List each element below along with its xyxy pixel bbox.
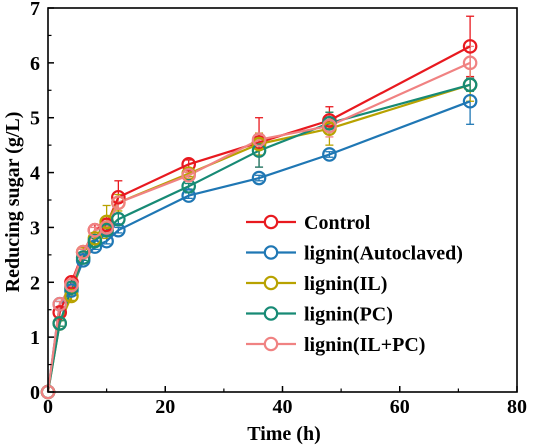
legend-label: lignin(Autoclaved) xyxy=(304,243,463,265)
y-tick-label: 0 xyxy=(30,382,40,404)
series-markers xyxy=(40,39,478,400)
legend-marker xyxy=(263,214,279,230)
data-point xyxy=(52,305,68,320)
data-point xyxy=(75,244,91,260)
y-tick-label: 5 xyxy=(30,108,40,130)
x-tick-label: 80 xyxy=(507,396,527,418)
x-tick-label: 40 xyxy=(273,396,293,418)
data-point xyxy=(181,178,196,194)
y-tick-label: 3 xyxy=(30,217,40,239)
x-axis-title: Time (h) xyxy=(247,423,321,445)
x-tick-label: 0 xyxy=(43,396,53,418)
data-point xyxy=(64,288,79,304)
data-point xyxy=(251,170,267,186)
data-point xyxy=(251,143,267,158)
y-tick-label: 1 xyxy=(30,327,40,349)
data-point xyxy=(251,132,267,147)
legend-marker xyxy=(263,336,279,352)
legend-label: Control xyxy=(304,212,371,234)
legend-label: lignin(PC) xyxy=(304,304,393,326)
data-point xyxy=(99,220,114,235)
data-point xyxy=(181,157,196,172)
data-point xyxy=(181,188,196,203)
y-axis-title: Reducing sugar (g/L) xyxy=(2,112,24,293)
data-point xyxy=(111,195,126,211)
x-tick-label: 20 xyxy=(155,396,175,418)
data-point xyxy=(251,136,267,152)
data-point xyxy=(462,77,478,93)
data-point xyxy=(52,316,68,331)
legend-marker xyxy=(263,245,279,260)
data-point xyxy=(181,168,196,183)
legend-label: lignin(IL) xyxy=(304,273,387,295)
data-point xyxy=(462,39,478,54)
x-tick-label: 60 xyxy=(390,396,410,418)
y-tick-label: 6 xyxy=(30,53,40,75)
y-tick-label: 7 xyxy=(30,0,40,20)
data-point xyxy=(87,233,103,249)
legend-marker xyxy=(263,275,279,291)
data-point xyxy=(462,93,478,109)
legend-marker xyxy=(263,306,279,321)
y-tick-label: 4 xyxy=(30,163,40,185)
data-point xyxy=(75,250,91,265)
axes: 0 20 40 60 80 0 1 2 3 4 5 6 7 xyxy=(30,0,527,418)
data-point xyxy=(322,118,337,134)
legend-label: lignin(IL+PC) xyxy=(304,334,425,356)
data-point xyxy=(87,239,103,254)
data-point xyxy=(322,147,337,162)
legend: Control lignin(Autoclaved) lignin(IL) ligni… xyxy=(246,212,463,356)
data-point xyxy=(111,211,126,227)
y-tick-label: 2 xyxy=(30,272,40,294)
data-point xyxy=(111,189,126,205)
data-point xyxy=(462,55,478,71)
data-point xyxy=(64,277,79,293)
data-point xyxy=(52,296,68,312)
